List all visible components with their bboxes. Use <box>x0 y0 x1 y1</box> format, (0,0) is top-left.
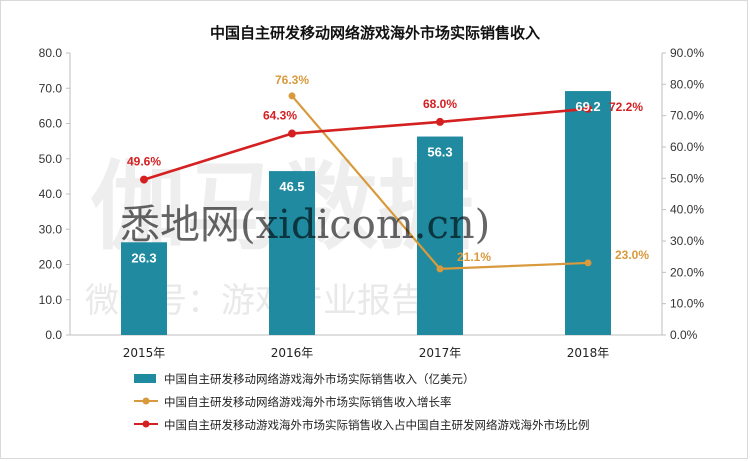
market-share-label: 72.2% <box>609 100 643 114</box>
y-left-tick-label: 10.0 <box>39 293 63 307</box>
legend-label-revenue: 中国自主研发移动网络游戏海外市场实际销售收入（亿美元） <box>164 372 475 386</box>
y-left-tick-label: 0.0 <box>45 328 62 342</box>
revenue-bar-label: 56.3 <box>427 145 452 160</box>
y-right-tick-label: 80.0% <box>670 77 704 91</box>
y-left-tick-label: 60.0 <box>39 117 63 131</box>
y-right-tick-label: 50.0% <box>670 171 704 185</box>
legend: 中国自主研发移动网络游戏海外市场实际销售收入（亿美元） 中国自主研发移动网络游戏海… <box>134 372 590 432</box>
legend-label-growth: 中国自主研发移动网络游戏海外市场实际销售收入增长率 <box>164 395 452 409</box>
growth-rate-label: 21.1% <box>457 250 491 264</box>
market-share-point <box>288 129 296 138</box>
revenue-bar <box>121 242 167 335</box>
growth-rate-label: 76.3% <box>275 73 309 87</box>
y-left-tick-label: 30.0 <box>39 222 63 236</box>
axes: 0.0 10.0 20.0 30.0 40.0 50.0 60.0 70.0 80.0 0.0% 1… <box>39 46 705 360</box>
market-share-label: 64.3% <box>263 109 297 123</box>
legend-marker-share <box>142 420 150 428</box>
revenue-bar <box>417 136 463 335</box>
y-left-tick-label: 70.0 <box>39 81 63 95</box>
data-labels: 26.3 46.5 56.3 69.2 76.3% 21.1% 23.0% 49.6% 64.3… <box>127 73 649 265</box>
growth-rate-point <box>288 92 296 100</box>
market-share-point <box>140 175 148 184</box>
market-share-point <box>584 104 592 113</box>
line-series <box>140 92 592 273</box>
bar-series <box>121 91 611 335</box>
revenue-bar <box>565 91 611 335</box>
legend-swatch-revenue <box>134 374 156 383</box>
y-left-tick-label: 20.0 <box>39 258 63 272</box>
legend-marker-growth <box>142 397 150 405</box>
watermark-site: 悉地网(xidicom.cn) <box>120 202 490 248</box>
revenue-bar-label: 26.3 <box>131 250 156 265</box>
y-left-tick-label: 80.0 <box>39 46 63 60</box>
growth-rate-point <box>436 265 444 273</box>
y-right-tick-label: 30.0% <box>670 234 704 248</box>
legend-label-share: 中国自主研发移动游戏海外市场实际销售收入占中国自主研发网络游戏海外市场比例 <box>164 418 590 432</box>
x-category-label: 2015年 <box>123 346 166 360</box>
y-left-tick-label: 50.0 <box>39 152 63 166</box>
market-share-label: 68.0% <box>423 97 457 111</box>
growth-rate-point <box>584 259 592 267</box>
chart-title: 中国自主研发移动网络游戏海外市场实际销售收入 <box>210 24 540 42</box>
y-right-tick-label: 20.0% <box>670 265 704 279</box>
market-share-line <box>143 107 589 181</box>
y-right-tick-label: 90.0% <box>670 46 704 60</box>
revenue-bar-label: 69.2 <box>575 99 600 114</box>
y-right-tick-label: 40.0% <box>670 203 704 217</box>
market-share-label: 49.6% <box>127 155 161 169</box>
revenue-bar-label: 46.5 <box>279 179 304 194</box>
y-right-tick-label: 0.0% <box>670 328 698 342</box>
x-category-label: 2016年 <box>271 346 314 360</box>
y-right-tick-label: 10.0% <box>670 297 704 311</box>
market-share-point <box>436 117 444 126</box>
y-right-tick-label: 70.0% <box>670 109 704 123</box>
x-category-label: 2017年 <box>419 346 462 360</box>
y-right-tick-label: 60.0% <box>670 140 704 154</box>
growth-rate-label: 23.0% <box>615 248 649 262</box>
revenue-bar <box>269 171 315 335</box>
x-category-label: 2018年 <box>567 346 610 360</box>
y-left-tick-label: 40.0 <box>39 187 63 201</box>
